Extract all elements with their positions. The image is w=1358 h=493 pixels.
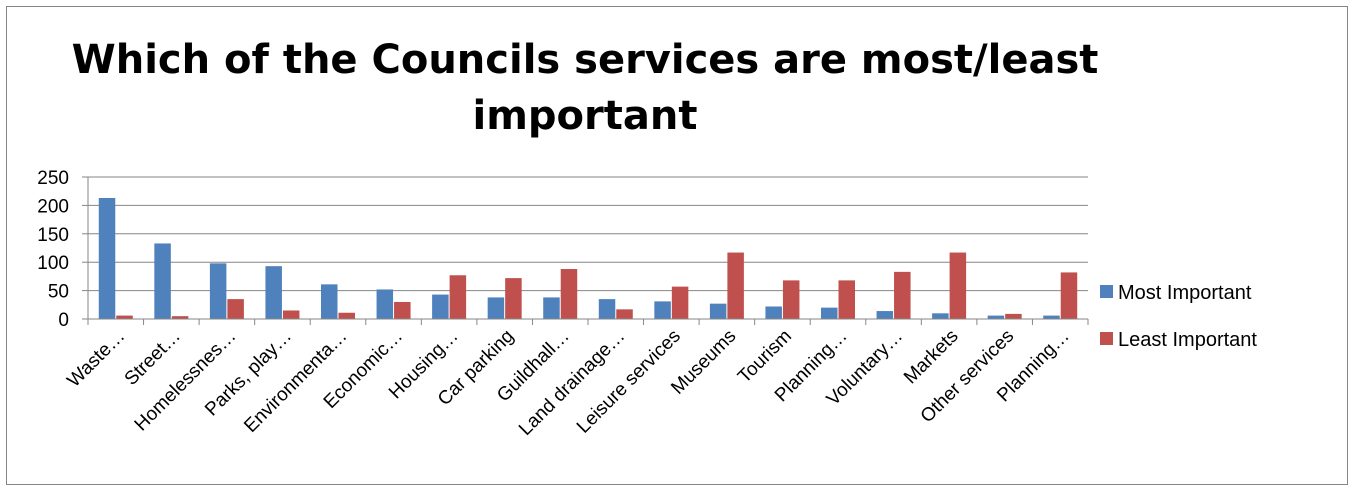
bar: [987, 315, 1005, 319]
legend: Most Important Least Important: [1100, 282, 1257, 351]
y-tick-label: 150: [37, 225, 69, 246]
bar: [932, 313, 949, 319]
x-category-label: Homelessnes…: [131, 326, 241, 436]
bar: [616, 309, 633, 319]
bar: [432, 294, 449, 319]
bar: [894, 271, 911, 319]
bar: [671, 286, 689, 319]
bar: [376, 289, 394, 319]
y-tick-label: 50: [48, 282, 69, 303]
bar: [654, 301, 671, 319]
bar: [154, 243, 171, 319]
x-category-label: Waste…: [63, 326, 129, 392]
bar: [543, 297, 560, 319]
legend-label: Most Important: [1118, 282, 1252, 304]
bar: [821, 307, 838, 319]
y-axis-tick-labels: 0 50 100 150 200 250: [37, 168, 69, 331]
y-tick-label: 200: [37, 196, 69, 217]
x-axis-category-labels: Waste…Street…Homelessnes…Parks, play…Env…: [63, 326, 1073, 440]
gridlines: [88, 176, 1088, 292]
bar: [765, 306, 782, 319]
bar: [449, 275, 467, 319]
legend-label: Least Important: [1118, 329, 1257, 351]
bar: [560, 269, 578, 319]
bar: [265, 266, 282, 319]
y-tick-label: 100: [37, 253, 69, 274]
bar: [838, 280, 855, 319]
bar: [394, 301, 411, 319]
chart-area: [6, 6, 1348, 485]
bar: [171, 316, 189, 319]
axes: [82, 176, 1089, 325]
bar: [1005, 313, 1022, 319]
bar: [949, 252, 967, 319]
bar: [505, 278, 522, 319]
bar: [209, 263, 227, 319]
x-category-label: Environmenta…: [240, 326, 351, 437]
legend-swatch: [1100, 285, 1113, 298]
bar: [876, 311, 894, 319]
y-tick-label: 250: [37, 168, 69, 189]
bar: [338, 312, 355, 319]
bar: [727, 252, 744, 319]
bar: [598, 299, 616, 319]
chart-title: Which of the Councils services are most/…: [71, 37, 1099, 139]
bar: [116, 315, 133, 319]
bar: [1060, 272, 1078, 319]
x-category-label: Leisure services: [573, 326, 685, 438]
bars: [98, 198, 1078, 319]
y-tick-label: 0: [58, 310, 69, 331]
bar: [98, 198, 116, 319]
bar: [487, 297, 505, 319]
bar: [227, 299, 244, 319]
bar: [782, 280, 800, 319]
legend-swatch: [1100, 332, 1113, 345]
bar: [321, 284, 338, 319]
bar: [709, 303, 727, 319]
bar: [1043, 315, 1060, 319]
bar: [282, 310, 300, 319]
